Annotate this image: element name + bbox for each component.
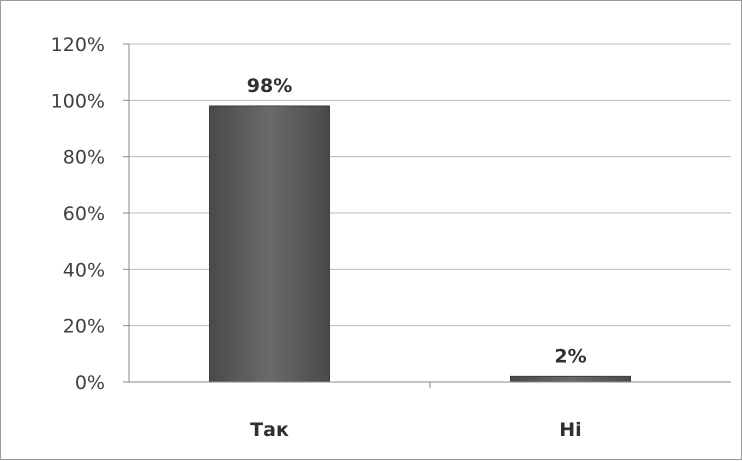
bar-1: [209, 105, 330, 383]
category-label: Ні: [559, 419, 581, 441]
bars: [209, 105, 631, 383]
y-tick-label: 40%: [63, 259, 105, 281]
data-labels: 98% 2%: [247, 75, 587, 367]
y-tick-label: 60%: [63, 203, 105, 225]
y-tick-label: 100%: [51, 90, 105, 112]
y-tick-label: 120%: [51, 34, 105, 56]
axes: [128, 44, 731, 388]
bar-2: [510, 375, 631, 383]
y-tick-label: 20%: [63, 316, 105, 338]
data-label: 98%: [247, 75, 292, 97]
x-axis-category-labels: Так Ні: [250, 419, 582, 441]
y-tick-label: 80%: [63, 147, 105, 169]
y-tick-label: 0%: [75, 372, 105, 394]
y-axis-tick-labels: 0% 20% 40% 60% 80% 100% 120%: [51, 34, 129, 394]
category-label: Так: [250, 419, 289, 441]
data-label: 2%: [554, 345, 586, 367]
